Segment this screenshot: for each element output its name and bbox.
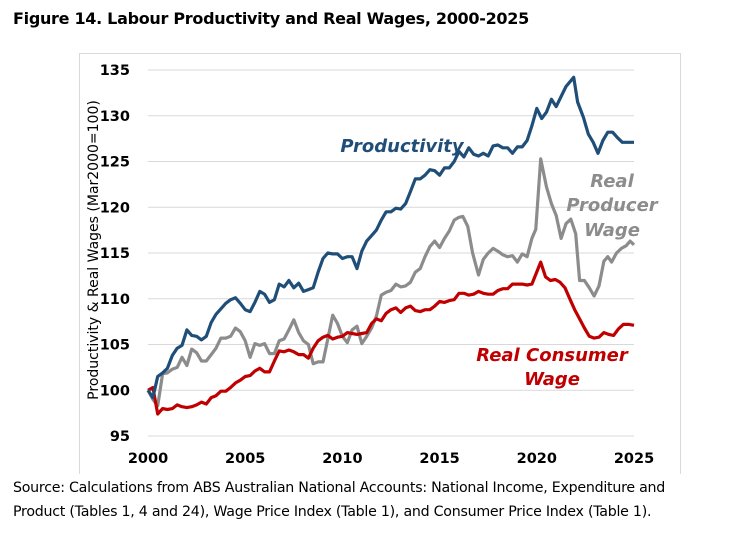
y-tick-labels: 95 100 105 110 115 120 125 130 135	[100, 63, 130, 445]
series-label-real-producer-wage: Wage	[584, 220, 640, 241]
x-tick-label: 2020	[517, 451, 557, 467]
series-labels: Productivity Real Producer Wage Real Consume…	[340, 136, 658, 390]
chart-frame	[79, 53, 681, 474]
source-note-line-2: Product (Tables 1, 4 and 24), Wage Price…	[13, 504, 652, 520]
series-line-real-consumer-wage	[147, 260, 635, 416]
x-tick-label: 2000	[128, 451, 168, 467]
y-tick-label: 130	[100, 109, 130, 125]
x-tick-label: 2015	[419, 451, 459, 467]
y-tick-label: 115	[100, 246, 130, 262]
series-line-productivity	[146, 75, 634, 400]
series-label-real-producer-wage: Real	[590, 171, 634, 192]
x-tick-label: 2010	[322, 451, 362, 467]
y-tick-label: 135	[100, 63, 130, 79]
series-label-real-consumer-wage: Real Consumer	[476, 345, 629, 366]
y-tick-label: 100	[100, 383, 130, 399]
series-label-productivity: Productivity	[340, 136, 465, 157]
y-tick-label: 105	[100, 338, 130, 354]
source-note-line-1: Source: Calculations from ABS Australian…	[13, 480, 666, 496]
y-tick-label: 110	[100, 292, 130, 308]
series-label-real-producer-wage: Producer	[566, 195, 658, 216]
series-lines	[146, 75, 636, 416]
chart-title: Figure 14. Labour Productivity and Real …	[13, 9, 529, 28]
series-label-real-consumer-wage: Wage	[524, 369, 580, 390]
y-axis-label: Productivity & Real Wages (Mar2000=100)	[86, 100, 102, 400]
y-tick-label: 125	[100, 155, 130, 171]
x-tick-labels: 2000 2005 2010 2015 2020 2025	[128, 451, 654, 467]
y-tick-label: 120	[100, 200, 130, 216]
series-line-real-producer-wage	[146, 157, 636, 408]
x-tick-label: 2005	[225, 451, 265, 467]
y-tick-label: 95	[110, 429, 130, 445]
x-tick-label: 2025	[614, 451, 654, 467]
